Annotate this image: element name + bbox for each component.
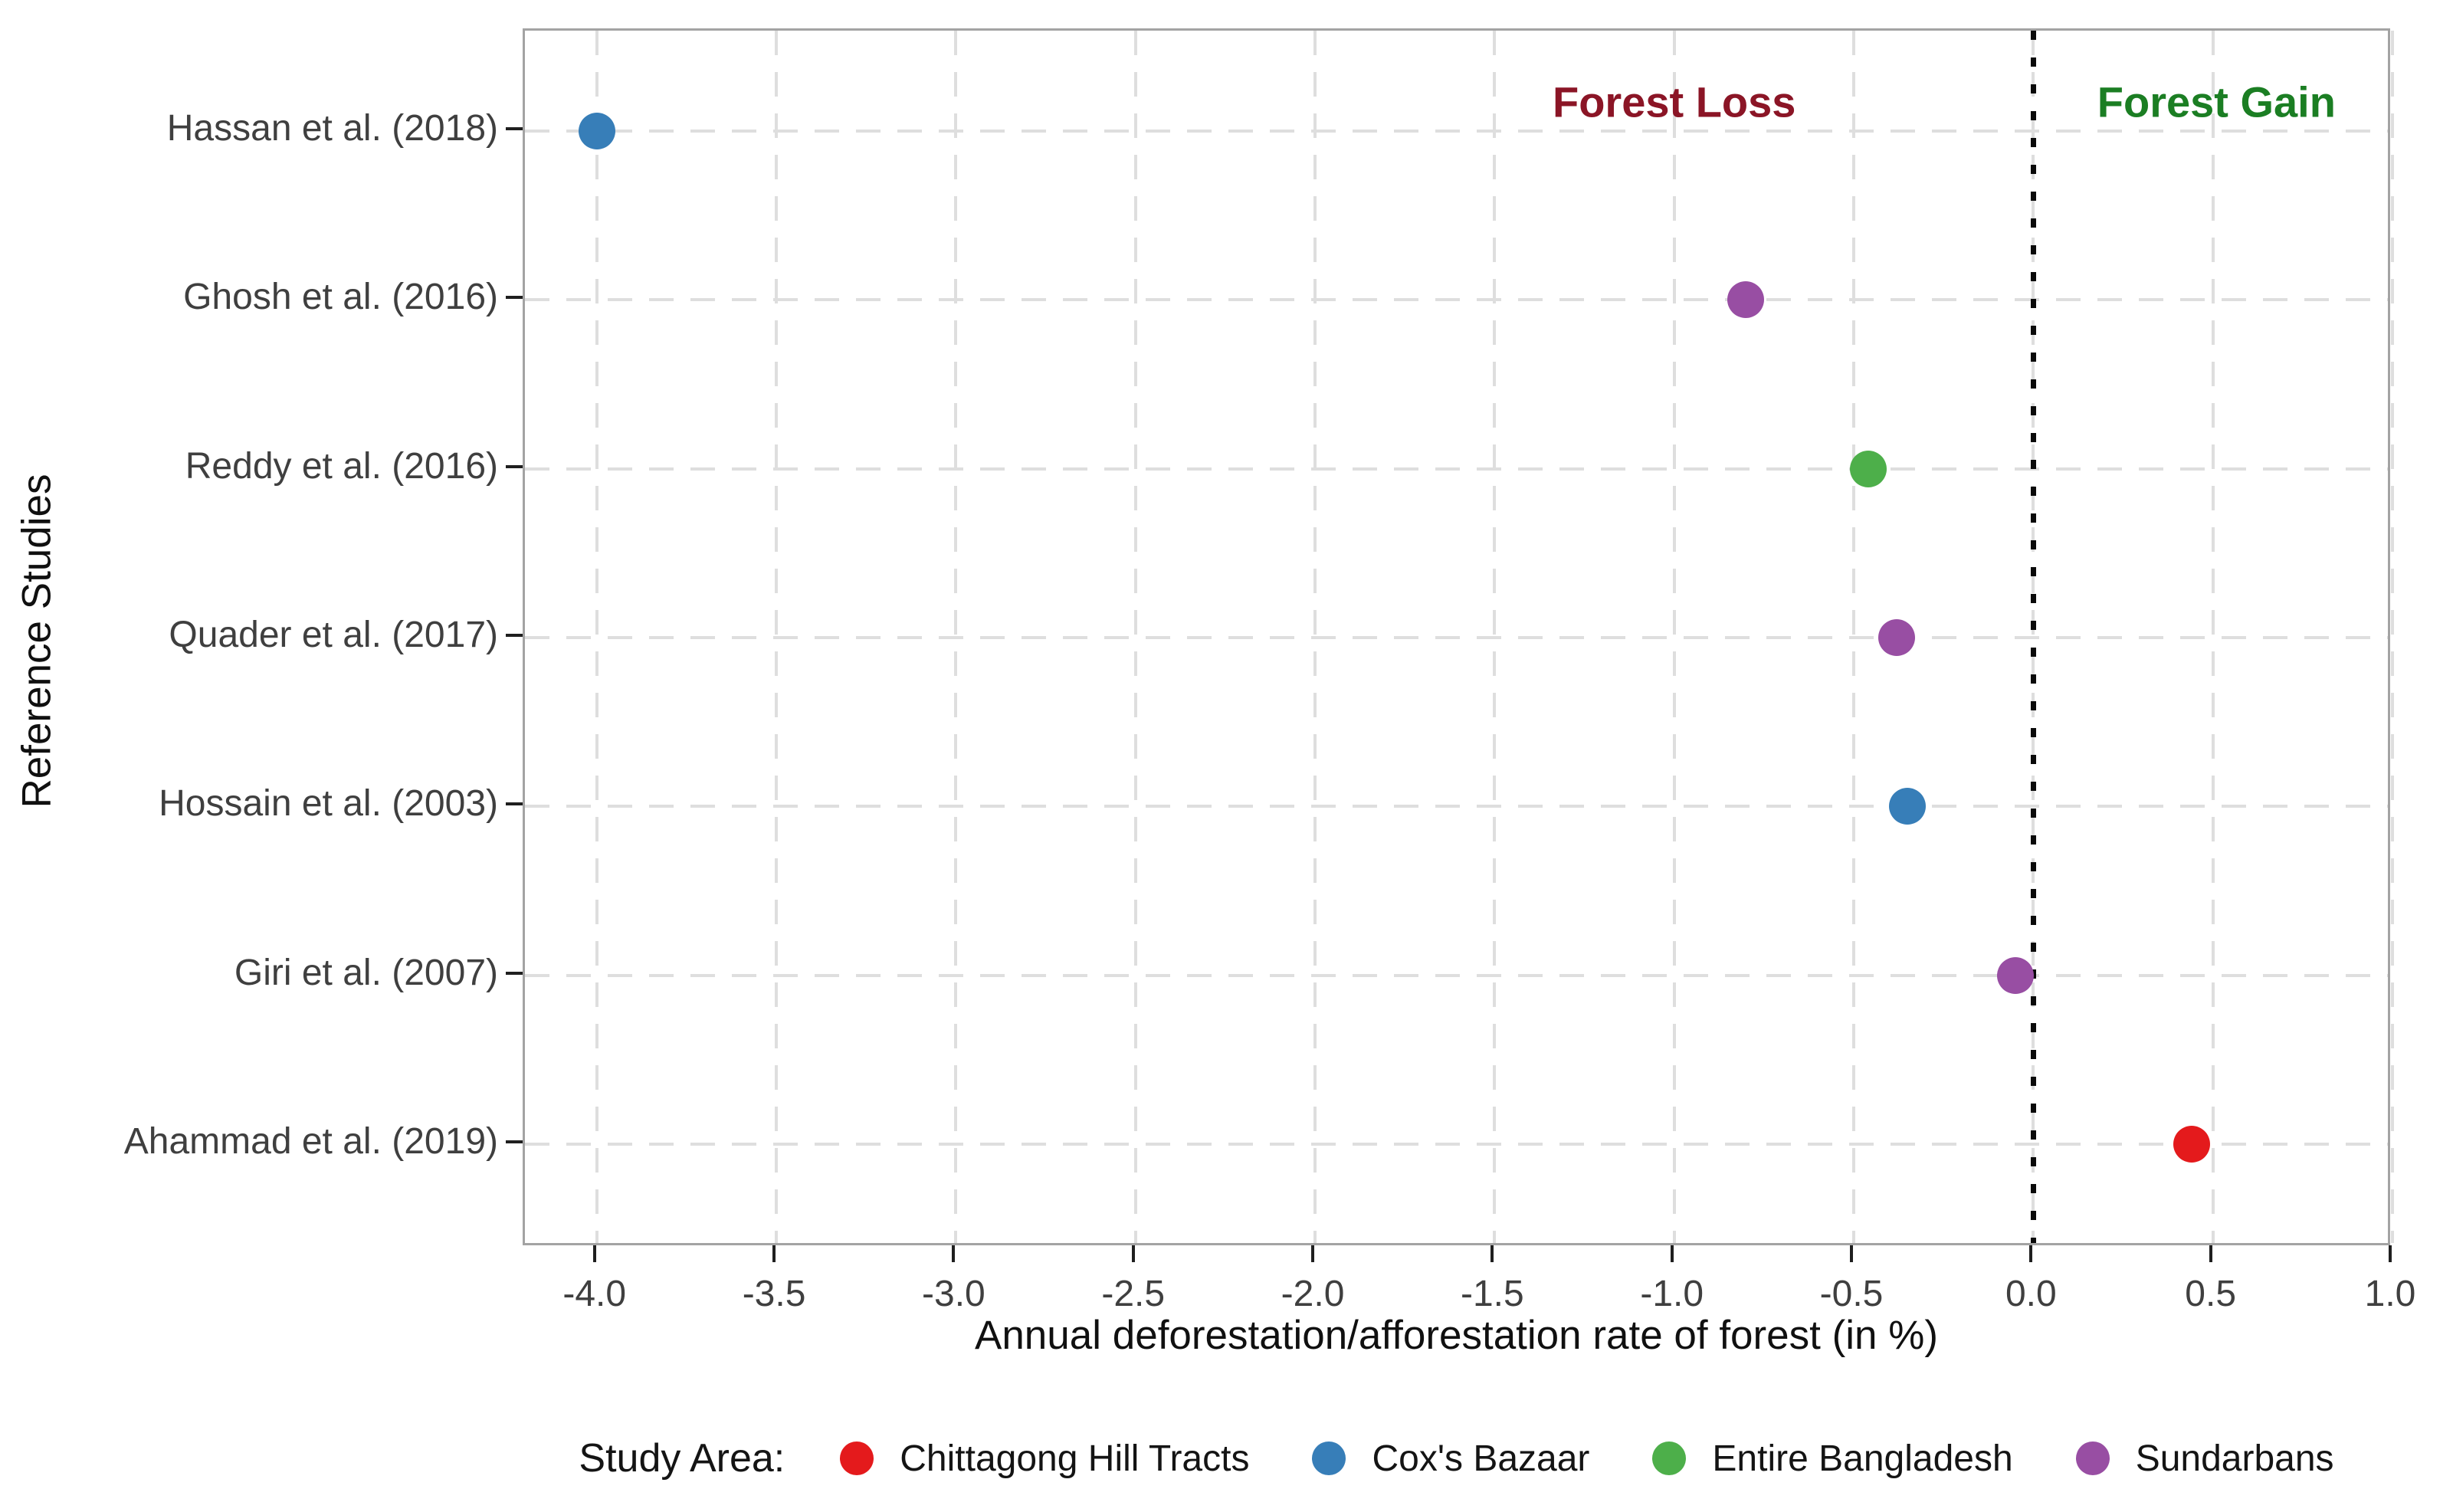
- y-tick-label: Hassan et al. (2018): [166, 108, 498, 149]
- y-tick-label: Quader et al. (2017): [169, 614, 498, 655]
- x-tick-label: -1.0: [1640, 1274, 1704, 1314]
- y-gridline: [525, 805, 2388, 808]
- y-gridline: [525, 467, 2388, 471]
- x-tick-label: -3.5: [742, 1274, 806, 1314]
- x-axis-tick: [1131, 1245, 1135, 1262]
- y-gridline: [525, 298, 2388, 302]
- x-axis-tick: [2389, 1245, 2392, 1262]
- y-tick-label: Giri et al. (2007): [234, 952, 498, 993]
- x-axis-tick: [1311, 1245, 1315, 1262]
- y-axis-tick: [506, 127, 523, 130]
- x-tick-label: -2.0: [1281, 1274, 1345, 1314]
- y-tick-label: Ghosh et al. (2016): [183, 277, 498, 318]
- y-tick-label: Reddy et al. (2016): [185, 445, 498, 487]
- zero-reference-line: [2031, 31, 2037, 1243]
- x-tick-label: 1.0: [2364, 1274, 2416, 1314]
- y-axis-tick: [506, 296, 523, 300]
- x-axis-title: Annual deforestation/afforestation rate …: [974, 1313, 1939, 1358]
- legend-label: Chittagong Hill Tracts: [900, 1438, 1250, 1479]
- legend-label: Entire Bangladesh: [1712, 1438, 2013, 1479]
- legend-dot: [2075, 1441, 2110, 1475]
- x-gridline: [2391, 31, 2394, 1243]
- y-tick-label: Hossain et al. (2003): [159, 783, 498, 825]
- y-gridline: [525, 130, 2388, 133]
- y-tick-label: Ahammad et al. (2019): [123, 1120, 498, 1162]
- annotation-forest-gain: Forest Gain: [2097, 77, 2336, 126]
- x-axis-tick: [2209, 1245, 2212, 1262]
- y-axis-tick: [506, 802, 523, 806]
- data-point: [1727, 281, 1765, 319]
- y-axis-tick: [506, 464, 523, 468]
- x-tick-label: 0.5: [2185, 1274, 2237, 1314]
- legend-entry: Sundarbans: [2075, 1438, 2334, 1480]
- x-axis-tick: [2029, 1245, 2033, 1262]
- y-gridline: [525, 635, 2388, 639]
- legend-entry: Chittagong Hill Tracts: [840, 1438, 1249, 1480]
- x-axis-tick: [592, 1245, 596, 1262]
- legend-label: Cox's Bazaar: [1372, 1438, 1590, 1479]
- x-axis-tick: [1670, 1245, 1674, 1262]
- y-gridline: [525, 973, 2388, 977]
- x-tick-label: -3.0: [922, 1274, 985, 1314]
- legend-entry: Cox's Bazaar: [1312, 1438, 1589, 1480]
- legend-title: Study Area:: [579, 1436, 785, 1481]
- y-axis-tick: [506, 633, 523, 637]
- legend-label: Sundarbans: [2135, 1438, 2334, 1479]
- study-area-legend: Study Area: Chittagong Hill Tracts Cox's …: [523, 1416, 2390, 1501]
- x-axis-tick: [772, 1245, 776, 1262]
- x-axis-tick: [952, 1245, 956, 1262]
- x-tick-label: 0.0: [2005, 1274, 2057, 1314]
- data-point: [1878, 618, 1916, 656]
- x-tick-label: -4.0: [562, 1274, 627, 1314]
- data-point: [1889, 788, 1927, 825]
- data-point: [578, 113, 615, 149]
- y-gridline: [525, 1142, 2388, 1146]
- legend-dot: [840, 1441, 874, 1475]
- legend-dot: [1312, 1441, 1346, 1475]
- annotation-forest-loss: Forest Loss: [1552, 77, 1796, 126]
- y-axis-tick: [506, 1140, 523, 1143]
- legend-entry: Entire Bangladesh: [1652, 1438, 2013, 1480]
- data-point: [1996, 956, 2034, 994]
- x-axis-tick: [1850, 1245, 1854, 1262]
- x-tick-label: -1.5: [1461, 1274, 1524, 1314]
- plot-panel: Forest Loss Forest Gain: [523, 28, 2394, 1245]
- data-point: [2173, 1125, 2210, 1163]
- x-tick-label: -2.5: [1101, 1274, 1166, 1314]
- x-tick-label: -0.5: [1819, 1274, 1884, 1314]
- legend-dot: [1652, 1441, 1687, 1475]
- data-point: [1849, 450, 1887, 487]
- x-axis-tick: [1490, 1245, 1494, 1262]
- y-axis-tick: [506, 971, 523, 975]
